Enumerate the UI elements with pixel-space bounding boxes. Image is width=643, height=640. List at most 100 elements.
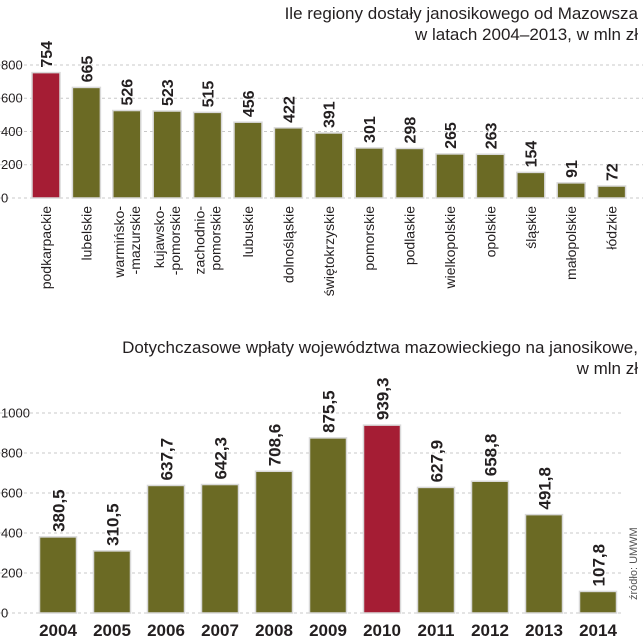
category-label: łódzkie bbox=[604, 206, 620, 250]
category-label: 2007 bbox=[201, 621, 239, 640]
value-label: 310,5 bbox=[103, 503, 122, 546]
value-label: 637,7 bbox=[157, 438, 176, 481]
y-tick-label: 200 bbox=[1, 157, 23, 172]
bar bbox=[314, 132, 344, 199]
value-label: 154 bbox=[524, 141, 541, 168]
bar bbox=[362, 424, 402, 614]
value-label: 526 bbox=[120, 79, 137, 106]
category-label: 2011 bbox=[418, 621, 455, 640]
category-label: 2012 bbox=[471, 621, 509, 640]
value-label: 665 bbox=[79, 56, 96, 83]
bar bbox=[354, 147, 384, 199]
y-tick-label: 0 bbox=[1, 191, 8, 206]
bar bbox=[200, 483, 240, 614]
y-tick-label: 600 bbox=[1, 486, 23, 501]
category-label: -pomorskie bbox=[167, 206, 183, 275]
chart-title-line: w latach 2004–2013, w mln zł bbox=[414, 25, 638, 44]
bar bbox=[233, 121, 263, 199]
bar bbox=[146, 484, 186, 614]
bar bbox=[254, 470, 294, 614]
bar bbox=[92, 550, 132, 614]
value-label: 491,8 bbox=[535, 467, 554, 510]
chart-title-line: Ile regiony dostały janosikowego od Mazo… bbox=[285, 4, 639, 23]
bar bbox=[31, 71, 61, 199]
category-label: 2004 bbox=[39, 621, 77, 640]
chart-title-line: Dotychczasowe wpłaty województwa mazowie… bbox=[122, 338, 638, 357]
value-label: 91 bbox=[564, 160, 581, 178]
category-label: pomorskie bbox=[208, 206, 224, 271]
value-label: 72 bbox=[605, 163, 622, 181]
value-label: 515 bbox=[201, 81, 218, 108]
category-label: podkarpackie bbox=[38, 206, 54, 289]
bar bbox=[578, 590, 618, 614]
chart-mazowsze-payments: Dotychczasowe wpłaty województwa mazowie… bbox=[0, 338, 638, 640]
source-note: źródło: UMWM bbox=[628, 527, 640, 600]
y-tick-label: 0 bbox=[1, 606, 8, 621]
category-label: śląskie bbox=[523, 206, 539, 249]
bar bbox=[516, 171, 546, 199]
value-label: 422 bbox=[281, 96, 298, 123]
category-label: 2009 bbox=[309, 621, 347, 640]
value-label: 107,8 bbox=[589, 544, 608, 587]
y-tick-label: 800 bbox=[1, 446, 23, 461]
bar bbox=[308, 437, 348, 614]
value-label: 301 bbox=[362, 116, 379, 143]
category-label: 2013 bbox=[525, 621, 563, 640]
category-label: opolskie bbox=[482, 206, 498, 258]
category-label: lubelskie bbox=[78, 206, 94, 261]
y-tick-label: 800 bbox=[1, 57, 23, 72]
bar bbox=[38, 536, 78, 614]
y-tick-label: 600 bbox=[1, 91, 23, 106]
chart-janosikowe-regions: Ile regiony dostały janosikowego od Mazo… bbox=[0, 4, 643, 296]
bar bbox=[112, 109, 142, 199]
y-tick-label: 1000 bbox=[1, 406, 30, 421]
bar bbox=[556, 182, 586, 199]
bar bbox=[524, 513, 564, 614]
bar bbox=[596, 185, 627, 199]
category-label: 2008 bbox=[255, 621, 293, 640]
value-label: 380,5 bbox=[49, 489, 68, 532]
bar bbox=[416, 486, 456, 614]
category-label: kujawsko- bbox=[151, 206, 167, 269]
bar bbox=[192, 111, 223, 199]
value-label: 708,6 bbox=[265, 424, 284, 467]
category-label: dolnośląskie bbox=[280, 206, 296, 283]
category-label: świętokrzyskie bbox=[321, 206, 337, 296]
chart-title-line: w mln zł bbox=[576, 359, 639, 378]
value-label: 754 bbox=[39, 41, 56, 68]
y-tick-label: 400 bbox=[1, 124, 23, 139]
category-label: zachodnio- bbox=[192, 206, 208, 275]
bar bbox=[394, 147, 425, 199]
category-label: warmińsko- bbox=[111, 206, 127, 279]
category-label: 2014 bbox=[579, 621, 617, 640]
category-label: wielkopolskie bbox=[442, 206, 458, 290]
value-label: 658,8 bbox=[481, 434, 500, 477]
y-tick-label: 400 bbox=[1, 526, 23, 541]
y-tick-label: 200 bbox=[1, 566, 23, 581]
category-label: podlaskie bbox=[402, 206, 418, 265]
bar bbox=[273, 127, 304, 199]
value-label: 627,9 bbox=[427, 440, 446, 483]
bar bbox=[71, 86, 102, 199]
category-label: 2010 bbox=[363, 621, 401, 640]
bar bbox=[475, 153, 506, 199]
category-label: 2006 bbox=[147, 621, 185, 640]
value-label: 263 bbox=[483, 122, 500, 149]
category-label: lubuskie bbox=[240, 206, 256, 258]
bar bbox=[435, 153, 465, 199]
value-label: 875,5 bbox=[319, 390, 338, 433]
value-label: 523 bbox=[160, 79, 177, 106]
value-label: 939,3 bbox=[373, 378, 392, 421]
category-label: 2005 bbox=[93, 621, 131, 640]
value-label: 391 bbox=[322, 101, 339, 128]
category-label: pomorskie bbox=[361, 206, 377, 271]
value-label: 298 bbox=[403, 117, 420, 144]
bar bbox=[152, 110, 182, 199]
value-label: 642,3 bbox=[211, 437, 230, 480]
bar bbox=[470, 480, 510, 614]
value-label: 456 bbox=[241, 90, 258, 117]
category-label: małopolskie bbox=[563, 206, 579, 280]
value-label: 265 bbox=[443, 122, 460, 149]
category-label: -mazurskie bbox=[127, 206, 143, 275]
